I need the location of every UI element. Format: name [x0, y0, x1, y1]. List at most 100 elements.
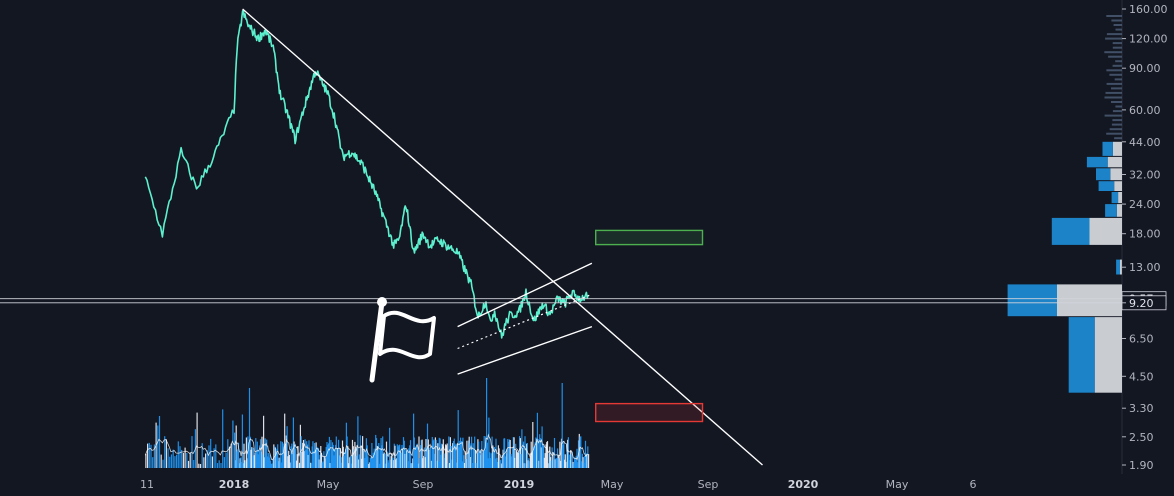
- volume-bar: [543, 457, 545, 468]
- volume-profile-faded-bar: [1111, 19, 1122, 22]
- trendline-line[interactable]: [242, 8, 763, 466]
- volume-bar: [234, 460, 236, 468]
- flag-channel-lower-line[interactable]: [457, 325, 593, 375]
- target-box[interactable]: [595, 229, 704, 246]
- volume-bar: [258, 450, 260, 468]
- volume-bar: [567, 439, 569, 468]
- volume-bar: [409, 440, 412, 468]
- volume-bar: [577, 462, 579, 468]
- volume-bar: [514, 457, 516, 468]
- volume-profile-faded-bar: [1108, 55, 1122, 58]
- y-tick-label: 13.00: [1129, 261, 1161, 274]
- volume-bar: [584, 440, 587, 468]
- volume-bar: [520, 454, 522, 468]
- volume-bar: [449, 437, 451, 468]
- volume-bar: [459, 440, 461, 468]
- volume-bar: [266, 456, 269, 468]
- volume-bar: [482, 452, 484, 468]
- volume-bar: [415, 450, 417, 468]
- volume-bar: [399, 444, 401, 468]
- volume-bar: [512, 437, 514, 468]
- volume-bar: [539, 438, 542, 468]
- volume-bar: [311, 446, 313, 468]
- volume-bar: [273, 446, 276, 468]
- volume-bar: [463, 463, 466, 468]
- volume-bar: [396, 444, 398, 468]
- y-tick-label: 24.00: [1129, 198, 1161, 211]
- volume-bar: [445, 444, 447, 468]
- volume-bar: [320, 446, 322, 468]
- volume-bar: [442, 439, 444, 468]
- volume-bar: [193, 460, 195, 468]
- volume-bar: [308, 440, 310, 468]
- volume-bar: [191, 436, 193, 468]
- volume-bar: [480, 450, 482, 468]
- volume-bar: [292, 453, 294, 468]
- volume-bar: [260, 451, 262, 468]
- volume-profile-buy-bar: [1105, 204, 1117, 217]
- volume-bar: [382, 436, 384, 468]
- flag-icon[interactable]: [369, 297, 436, 383]
- volume-bar: [266, 439, 268, 468]
- volume-profile-buy-bar: [1068, 317, 1095, 393]
- volume-bar: [560, 460, 562, 468]
- volume-bar: [434, 453, 436, 468]
- volume-bar: [542, 443, 544, 468]
- volume-bar: [245, 461, 247, 468]
- volume-bar: [508, 441, 510, 468]
- volume-bar: [274, 447, 276, 468]
- volume-bar: [352, 446, 354, 468]
- volume-bar: [351, 439, 354, 468]
- volume-bar: [515, 443, 517, 468]
- flag-channel-mid-line[interactable]: [457, 293, 593, 350]
- volume-bar: [189, 452, 191, 468]
- volume-bar: [456, 462, 458, 468]
- volume-profile-faded-bar: [1115, 105, 1122, 108]
- volume-bar: [182, 452, 184, 468]
- flag-channel-upper-line[interactable]: [457, 262, 593, 328]
- volume-bar: [365, 451, 367, 468]
- volume-bar: [210, 438, 212, 468]
- volume-bar: [529, 461, 531, 468]
- volume-bar: [321, 462, 323, 468]
- volume-bar: [439, 438, 441, 468]
- volume-bar: [533, 447, 535, 468]
- volume-bar: [376, 445, 378, 468]
- volume-bar: [533, 446, 535, 468]
- volume-bar: [363, 448, 365, 468]
- volume-bar: [551, 447, 553, 468]
- volume-bar: [445, 445, 447, 468]
- volume-bar: [509, 440, 511, 468]
- volume-bar: [430, 460, 433, 468]
- volume-bar: [484, 450, 486, 468]
- y-tick-label: 6.50: [1129, 333, 1154, 346]
- volume-bar: [348, 457, 351, 468]
- volume-bar: [568, 454, 570, 468]
- volume-bar: [414, 446, 416, 468]
- y-tick-label: 9.20: [1129, 297, 1154, 310]
- volume-bar: [358, 459, 360, 468]
- volume-bar: [455, 443, 457, 468]
- volume-bar: [312, 441, 314, 468]
- volume-bar: [408, 448, 410, 468]
- stop-box[interactable]: [595, 402, 704, 423]
- drawings-layer[interactable]: [242, 8, 763, 466]
- volume-bar: [399, 451, 401, 468]
- volume-bar: [252, 456, 254, 468]
- volume-bar: [293, 441, 295, 468]
- volume-bar: [510, 454, 512, 468]
- volume-bar: [555, 458, 557, 468]
- volume-bar: [474, 436, 476, 468]
- volume-bar: [477, 439, 479, 468]
- volume-bar: [406, 450, 408, 468]
- volume-bar: [262, 454, 264, 468]
- volume-bar: [444, 457, 446, 468]
- volume-bar: [465, 458, 467, 468]
- volume-profile-faded-bar: [1115, 60, 1122, 63]
- volume-bar: [466, 440, 468, 468]
- volume-bar: [418, 436, 420, 468]
- volume-bar: [255, 438, 257, 468]
- volume-profile-buy-bar: [1007, 284, 1057, 317]
- volume-bar: [519, 436, 521, 468]
